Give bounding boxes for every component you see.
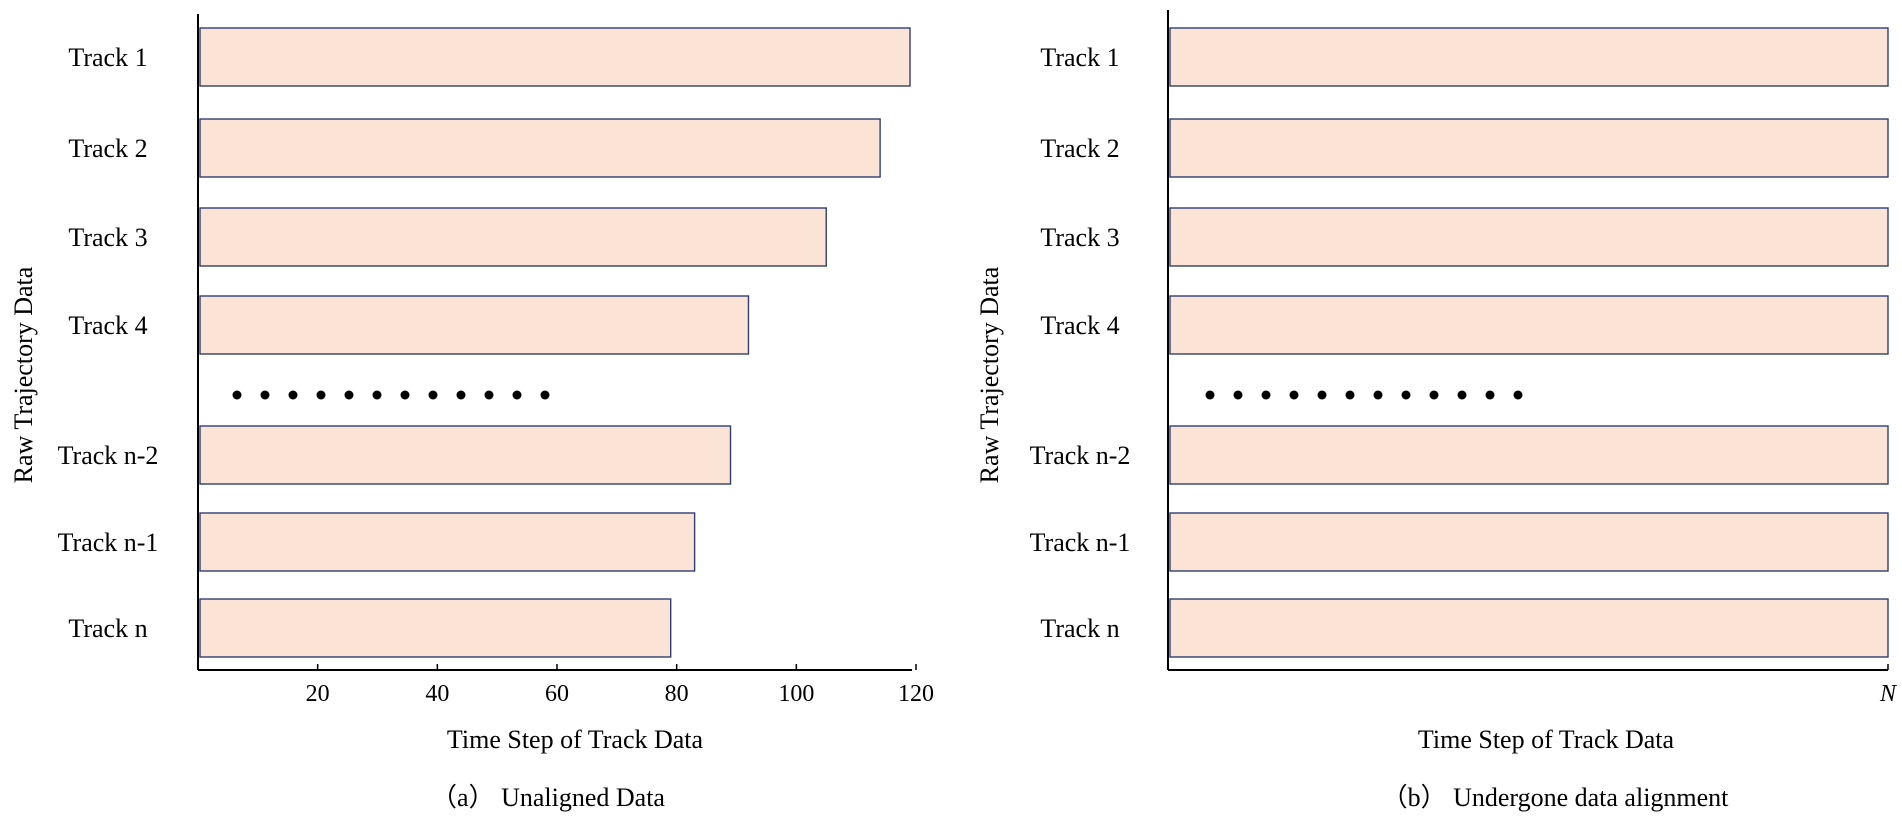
panel-b: Track 1 Track 2 Track 3 Track 4 Track n-2 Tra…: [975, 10, 1898, 812]
track-label: Track 2: [68, 134, 147, 163]
ellipsis-dot: [1373, 390, 1383, 400]
bar-track-1: [199, 27, 911, 87]
bar-track-4: [199, 295, 750, 355]
ellipsis-dot: [1345, 390, 1355, 400]
panel-b-ellipsis: [1205, 390, 1523, 400]
ellipsis-dot: [1289, 390, 1299, 400]
ellipsis-dot: [512, 390, 522, 400]
panel-b-caption: （b） Undergone data alignment: [1382, 783, 1730, 812]
track-label: Track 3: [68, 223, 147, 252]
panel-b-x-ticks: N: [1879, 664, 1898, 707]
panel-a-x-axis-title: Time Step of Track Data: [447, 725, 704, 754]
track-label: Track n: [1040, 614, 1119, 643]
ellipsis-dot: [1233, 390, 1243, 400]
bar-track-n-2: [199, 425, 732, 485]
panel-a-y-axis-title: Raw Trajectory Data: [9, 266, 38, 483]
x-tick-label: 80: [665, 681, 689, 707]
track-label: Track 4: [1040, 311, 1119, 340]
bar-track-n-1: [199, 512, 696, 572]
panel-a-bars: [199, 27, 911, 658]
ellipsis-dot: [456, 390, 466, 400]
ellipsis-dot: [1317, 390, 1327, 400]
x-tick-label: 120: [898, 681, 934, 707]
track-label: Track n-1: [1030, 528, 1131, 557]
ellipsis-dot: [1485, 390, 1495, 400]
track-label: Track 1: [1040, 43, 1119, 72]
ellipsis-dot: [1457, 390, 1467, 400]
bar-track-3: [1169, 207, 1889, 267]
bar-track-1: [1169, 27, 1889, 87]
track-label: Track 4: [68, 311, 147, 340]
track-label: Track n-1: [58, 528, 159, 557]
bar-track-n: [1169, 598, 1889, 658]
panel-b-bars: [1169, 27, 1889, 658]
track-label: Track 3: [1040, 223, 1119, 252]
ellipsis-dot: [316, 390, 326, 400]
ellipsis-dot: [288, 390, 298, 400]
track-label: Track n: [68, 614, 147, 643]
ellipsis-dot: [540, 390, 550, 400]
bar-track-2: [1169, 118, 1889, 178]
panel-a-ellipsis: [232, 390, 550, 400]
ellipsis-dot: [1429, 390, 1439, 400]
bar-track-4: [1169, 295, 1889, 355]
ellipsis-dot: [232, 390, 242, 400]
ellipsis-dot: [1513, 390, 1523, 400]
bar-track-n: [199, 598, 672, 658]
bar-track-3: [199, 207, 827, 267]
ellipsis-dot: [428, 390, 438, 400]
panel-b-y-axis-title: Raw Trajectory Data: [975, 266, 1004, 483]
ellipsis-dot: [1205, 390, 1215, 400]
track-label: Track n-2: [1030, 441, 1131, 470]
x-tick-label: 20: [306, 681, 330, 707]
panel-b-x-axis-title: Time Step of Track Data: [1418, 725, 1675, 754]
x-tick-label: N: [1879, 681, 1898, 707]
x-tick-label: 100: [778, 681, 814, 707]
track-label: Track 1: [68, 43, 147, 72]
ellipsis-dot: [372, 390, 382, 400]
ellipsis-dot: [1261, 390, 1271, 400]
panel-a: Track 1 Track 2 Track 3 Track 4 Track n-2 Tra…: [9, 14, 934, 812]
panel-a-caption: （a） Unaligned Data: [431, 783, 665, 812]
x-tick-label: 40: [425, 681, 449, 707]
track-label: Track n-2: [58, 441, 159, 470]
x-tick-label: 60: [545, 681, 569, 707]
track-label: Track 2: [1040, 134, 1119, 163]
bar-track-2: [199, 118, 881, 178]
ellipsis-dot: [260, 390, 270, 400]
bar-track-n-2: [1169, 425, 1889, 485]
bar-track-n-1: [1169, 512, 1889, 572]
ellipsis-dot: [484, 390, 494, 400]
panel-a-track-labels: Track 1 Track 2 Track 3 Track 4 Track n-2 Tra…: [58, 43, 159, 643]
panel-a-x-ticks: 20 40 60 80 100 120: [306, 664, 934, 707]
ellipsis-dot: [344, 390, 354, 400]
ellipsis-dot: [1401, 390, 1411, 400]
ellipsis-dot: [400, 390, 410, 400]
panel-b-track-labels: Track 1 Track 2 Track 3 Track 4 Track n-2 Tra…: [1030, 43, 1131, 643]
